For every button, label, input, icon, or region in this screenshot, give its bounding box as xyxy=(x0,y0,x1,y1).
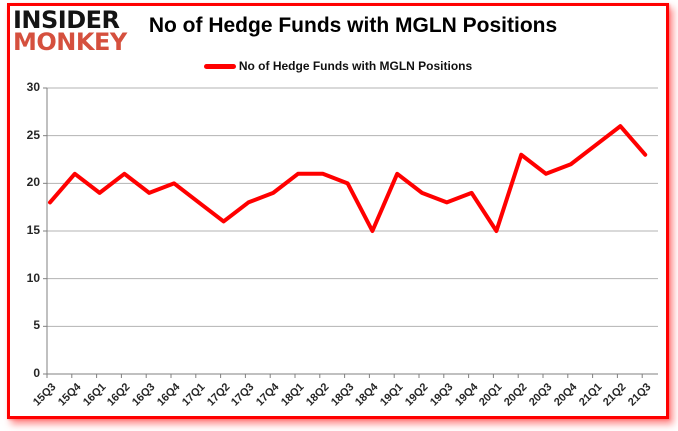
chart-title: No of Hedge Funds with MGLN Positions xyxy=(148,14,558,37)
chart-card: INSIDER MONKEY No of Hedge Funds with MG… xyxy=(7,3,669,419)
legend: No of Hedge Funds with MGLN Positions xyxy=(10,59,666,73)
y-axis-label-25: 25 xyxy=(26,127,40,142)
legend-label: No of Hedge Funds with MGLN Positions xyxy=(238,59,473,73)
logo-insider-text: INSIDER xyxy=(13,6,120,34)
legend-line-swatch xyxy=(203,63,236,69)
y-axis-label-0: 0 xyxy=(33,366,40,380)
series-line-hedge-funds xyxy=(48,124,648,233)
y-axis-label-30: 30 xyxy=(26,80,40,94)
logo-monkey-text: MONKEY xyxy=(13,28,127,56)
y-axis-label-10: 10 xyxy=(26,270,40,285)
line-chart-plot xyxy=(43,87,658,378)
y-axis-label-5: 5 xyxy=(33,318,40,333)
y-axis-label-20: 20 xyxy=(26,175,40,190)
y-axis-label-15: 15 xyxy=(26,223,40,237)
insider-monkey-logo: INSIDER MONKEY xyxy=(13,6,127,56)
